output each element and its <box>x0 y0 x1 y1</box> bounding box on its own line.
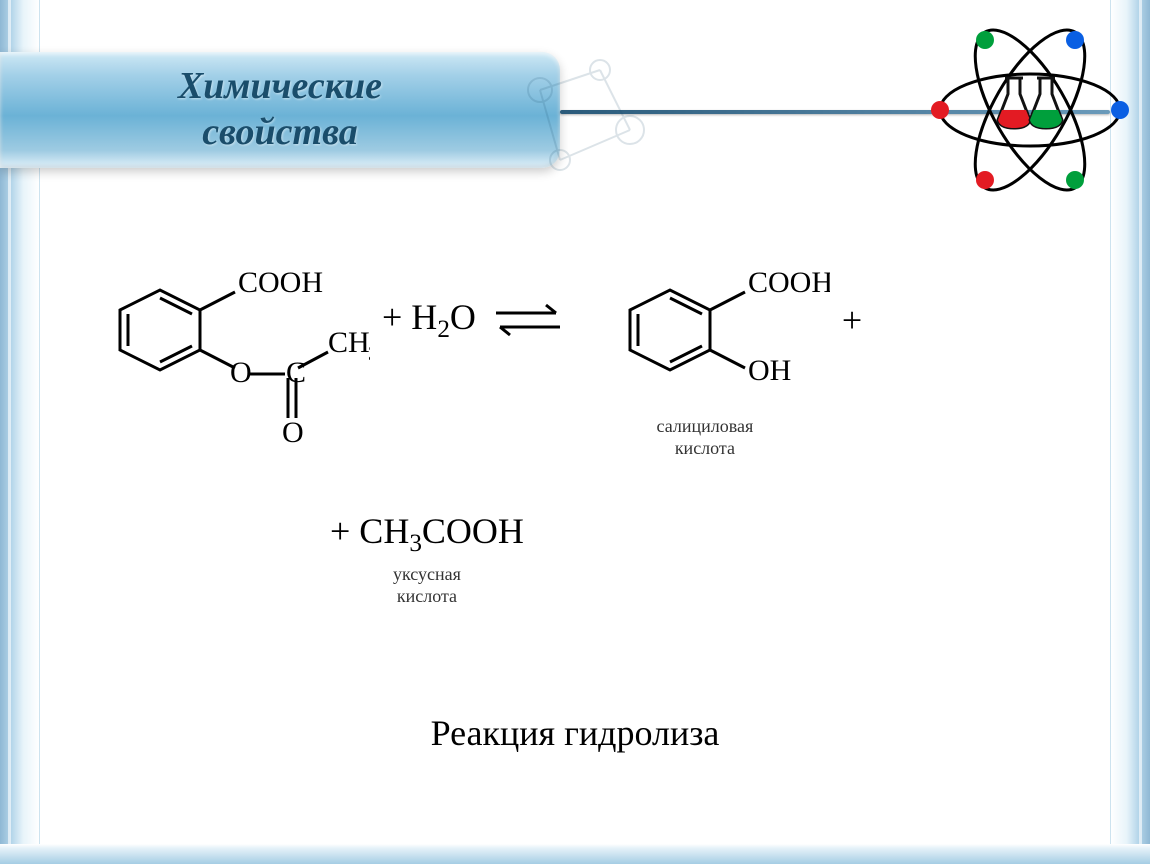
reaction-name: Реакция гидролиза <box>70 712 1080 754</box>
reaction-row-1: COOH O C CH 3 O + H2O <box>70 240 1080 460</box>
bottom-frame <box>0 844 1150 864</box>
svg-text:O: O <box>282 416 304 449</box>
plus-h2o: + H2O <box>382 296 476 344</box>
atom-flask-logo <box>930 20 1130 200</box>
plus-trailing: + <box>842 299 862 341</box>
acetic-acid-formula: + CH3COOH <box>330 510 524 558</box>
svg-text:COOH: COOH <box>748 266 830 299</box>
svg-text:OH: OH <box>748 354 791 387</box>
acetic-acid-block: + CH3COOH уксусная кислота <box>330 510 524 607</box>
aspirin-structure: COOH O C CH 3 O <box>70 240 370 460</box>
reaction-row-2: + CH3COOH уксусная кислота <box>330 510 1080 607</box>
salicylic-acid-structure: COOH OH салициловая кислота <box>580 240 830 459</box>
title-banner: Химические свойства <box>0 52 560 168</box>
page-title: Химические свойства <box>178 64 382 155</box>
title-line1: Химические <box>178 65 382 107</box>
salicylic-caption: салициловая кислота <box>657 416 754 459</box>
svg-text:3: 3 <box>368 343 370 365</box>
svg-text:CH: CH <box>328 326 370 359</box>
svg-text:C: C <box>286 356 306 389</box>
acetic-caption: уксусная кислота <box>393 564 461 607</box>
equilibrium-arrow-icon <box>488 295 568 345</box>
svg-text:COOH: COOH <box>238 266 323 299</box>
title-line2: свойства <box>202 111 358 153</box>
content-area: COOH O C CH 3 O + H2O <box>70 220 1080 804</box>
svg-text:O: O <box>230 356 252 389</box>
